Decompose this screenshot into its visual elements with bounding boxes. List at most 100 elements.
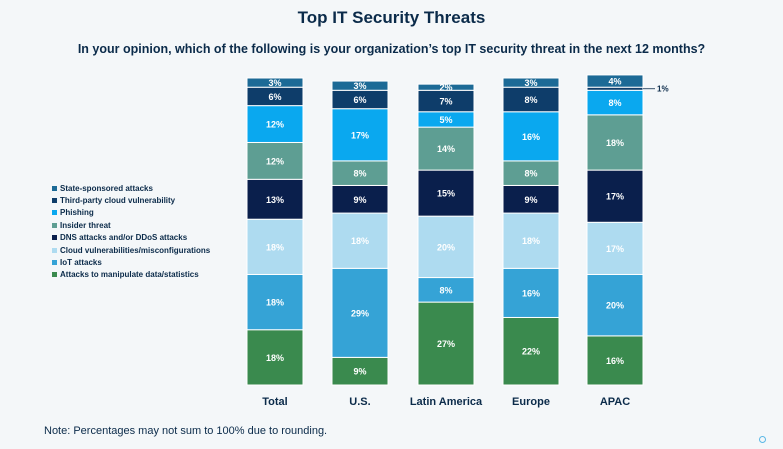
page-indicator-dot: [759, 436, 766, 443]
bar-segment-latin-america-iot-attacks: [417, 277, 475, 303]
data-label-apac-cloud-vulnerabilities-misconfigurations: 17%: [606, 244, 624, 254]
x-tick-label-latin-america: Latin America: [410, 396, 483, 408]
bar-segment-u-s-insider-threat: [331, 160, 389, 186]
x-tick-label-europe: Europe: [512, 396, 550, 408]
bar-segment-latin-america-attacks-to-manipulate-data-statistics: [417, 301, 475, 386]
bar-segment-u-s-iot-attacks: [331, 267, 389, 358]
bar-latin-america: 27% 8% 20% 15% 14% 5% 7% 2%: [417, 83, 475, 386]
legend-item-cloud-vulnerabilities-misconfigurations: Cloud vulnerabilities/misconfigurations: [52, 244, 242, 256]
data-label-apac-state-sponsored-attacks: 4%: [608, 77, 621, 87]
bar-segment-total-cloud-vulnerabilities-misconfigurations: [246, 218, 304, 275]
bar-segment-latin-america-insider-threat: [417, 126, 475, 171]
data-label-u-s-phishing: 17%: [351, 130, 369, 140]
data-label-latin-america-cloud-vulnerabilities-misconfigurations: 20%: [437, 242, 455, 252]
chart-legend: State-sponsored attacks Third-party cloud…: [52, 182, 242, 281]
data-label-u-s-state-sponsored-attacks: 3%: [353, 81, 366, 91]
bar-apac: 16% 20% 17% 17% 18% 8% 1% 4%: [586, 74, 669, 386]
data-label-apac-insider-threat: 18%: [606, 138, 624, 148]
data-label-u-s-insider-threat: 8%: [353, 169, 366, 179]
data-label-apac-iot-attacks: 20%: [606, 301, 624, 311]
legend-label: DNS attacks and/or DDoS attacks: [60, 233, 188, 243]
legend-label: Third-party cloud vulnerability: [60, 196, 176, 206]
bar-segment-total-state-sponsored-attacks: [246, 77, 304, 88]
data-label-apac-attacks-to-manipulate-data-statistics: 16%: [606, 356, 624, 366]
data-label-total-iot-attacks: 18%: [266, 298, 284, 308]
x-tick-label-u-s: U.S.: [349, 396, 370, 408]
data-label-europe-phishing: 16%: [522, 132, 540, 142]
data-label-europe-state-sponsored-attacks: 3%: [524, 78, 537, 88]
legend-label: Insider threat: [60, 220, 111, 230]
bar-segment-apac-attacks-to-manipulate-data-statistics: [586, 335, 644, 386]
bar-segment-u-s-cloud-vulnerabilities-misconfigurations: [331, 212, 389, 269]
bar-segment-europe-dns-attacks-and-or-ddos-attacks: [502, 184, 560, 214]
legend-label: Attacks to manipulate data/statistics: [60, 270, 199, 280]
bar-segment-total-iot-attacks: [246, 273, 304, 331]
footnote: Note: Percentages may not sum to 100% du…: [44, 425, 328, 437]
legend-label: State-sponsored attacks: [60, 183, 153, 193]
legend-swatch: [52, 185, 57, 191]
data-label-latin-america-phishing: 5%: [439, 115, 452, 125]
legend-item-phishing: Phishing: [52, 207, 242, 219]
bar-segment-apac-cloud-vulnerabilities-misconfigurations: [586, 221, 644, 275]
data-label-latin-america-insider-threat: 14%: [437, 144, 455, 154]
x-tick-label-apac: APAC: [600, 396, 630, 408]
data-label-u-s-attacks-to-manipulate-data-statistics: 9%: [353, 367, 366, 377]
chart-title: Top IT Security Threats: [297, 8, 486, 27]
legend-item-insider-threat: Insider threat: [52, 219, 242, 231]
data-label-u-s-cloud-vulnerabilities-misconfigurations: 18%: [351, 236, 369, 246]
data-label-latin-america-third-party-cloud-vulnerability: 7%: [439, 97, 452, 107]
data-label-europe-insider-threat: 8%: [524, 169, 537, 179]
bar-segment-europe-state-sponsored-attacks: [502, 77, 560, 88]
stacked-bar-chart: 18%18%18%13%12%12%6%3%Total9%29%18%9%8%1…: [246, 74, 669, 408]
legend-item-iot-attacks: IoT attacks: [52, 256, 242, 268]
bar-segment-apac-dns-attacks-and-or-ddos-attacks: [586, 169, 644, 223]
bar-segment-europe-iot-attacks: [502, 267, 560, 318]
data-label-europe-iot-attacks: 16%: [522, 288, 540, 298]
data-label-latin-america-dns-attacks-and-or-ddos-attacks: 15%: [437, 189, 455, 199]
chart-subtitle: In your opinion, which of the following …: [77, 42, 706, 56]
legend-label: IoT attacks: [60, 258, 102, 268]
x-tick-label-total: Total: [262, 396, 287, 408]
bar-u-s: 9% 29% 18% 9% 8% 17% 6% 3%: [331, 80, 389, 386]
data-label-total-attacks-to-manipulate-data-statistics: 18%: [266, 353, 284, 363]
data-label-europe-third-party-cloud-vulnerability: 8%: [524, 95, 537, 105]
legend-item-attacks-to-manipulate-data-statistics: Attacks to manipulate data/statistics: [52, 269, 242, 281]
legend-item-third-party-cloud-vulnerability: Third-party cloud vulnerability: [52, 194, 242, 206]
bar-segment-apac-state-sponsored-attacks: [586, 74, 644, 88]
bar-segment-total-dns-attacks-and-or-ddos-attacks: [246, 178, 304, 220]
data-label-latin-america-iot-attacks: 8%: [439, 285, 452, 295]
data-label-total-dns-attacks-and-or-ddos-attacks: 13%: [266, 195, 284, 205]
data-label-total-insider-threat: 12%: [266, 156, 284, 166]
legend-swatch: [52, 247, 57, 253]
data-label-latin-america-attacks-to-manipulate-data-statistics: 27%: [437, 339, 455, 349]
bar-segment-latin-america-dns-attacks-and-or-ddos-attacks: [417, 169, 475, 217]
data-label-total-phishing: 12%: [266, 120, 284, 130]
legend-swatch: [52, 235, 57, 241]
bar-segment-latin-america-cloud-vulnerabilities-misconfigurations: [417, 215, 475, 279]
bar-segment-latin-america-state-sponsored-attacks: [417, 83, 475, 91]
bar-segment-apac-iot-attacks: [586, 273, 644, 337]
bar-segment-europe-cloud-vulnerabilities-misconfigurations: [502, 212, 560, 269]
legend-swatch: [52, 210, 57, 216]
data-label-europe-dns-attacks-and-or-ddos-attacks: 9%: [524, 195, 537, 205]
data-label-apac-dns-attacks-and-or-ddos-attacks: 17%: [606, 192, 624, 202]
data-label-total-state-sponsored-attacks: 3%: [268, 78, 281, 88]
legend-label: Cloud vulnerabilities/misconfigurations: [60, 245, 211, 255]
bar-segment-total-insider-threat: [246, 141, 304, 180]
bar-segment-europe-phishing: [502, 111, 560, 162]
bar-segment-europe-insider-threat: [502, 160, 560, 186]
data-label-europe-cloud-vulnerabilities-misconfigurations: 18%: [522, 236, 540, 246]
legend-swatch: [52, 198, 57, 204]
data-label-europe-attacks-to-manipulate-data-statistics: 22%: [522, 347, 540, 357]
legend-item-state-sponsored-attacks: State-sponsored attacks: [52, 182, 242, 194]
data-label-u-s-dns-attacks-and-or-ddos-attacks: 9%: [353, 195, 366, 205]
bar-segment-u-s-state-sponsored-attacks: [331, 80, 389, 91]
legend-swatch: [52, 272, 57, 278]
data-label-apac-phishing: 8%: [608, 98, 621, 108]
legend-swatch: [52, 222, 57, 228]
data-label-u-s-third-party-cloud-vulnerability: 6%: [353, 95, 366, 105]
bar-europe: 22% 16% 18% 9% 8% 16% 8% 3%: [502, 77, 560, 386]
data-label-total-third-party-cloud-vulnerability: 6%: [268, 92, 281, 102]
bar-total: 18% 18% 18% 13% 12% 12% 6% 3%: [246, 77, 304, 386]
bar-segment-u-s-attacks-to-manipulate-data-statistics: [331, 356, 389, 386]
